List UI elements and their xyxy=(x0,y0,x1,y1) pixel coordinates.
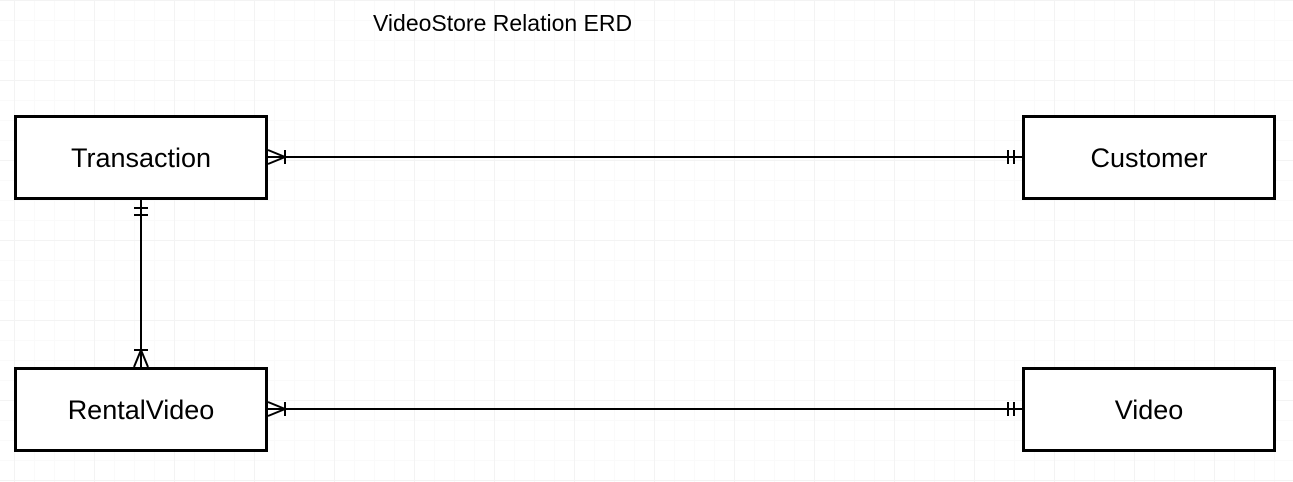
relationship-transaction-customer[interactable] xyxy=(267,149,1022,165)
entity-rentalvideo[interactable]: RentalVideo xyxy=(14,367,268,452)
entity-label: RentalVideo xyxy=(67,394,215,425)
relationship-transaction-rentalvideo[interactable] xyxy=(133,200,149,368)
entity-label: Transaction xyxy=(70,142,212,173)
entity-customer[interactable]: Customer xyxy=(1022,115,1276,200)
diagram-title: VideoStore Relation ERD xyxy=(373,10,633,36)
entity-transaction[interactable]: Transaction xyxy=(14,115,268,200)
entity-label: Customer xyxy=(1090,142,1208,173)
entity-video[interactable]: Video xyxy=(1022,367,1276,452)
entity-label: Video xyxy=(1114,394,1184,425)
relationship-rentalvideo-video[interactable] xyxy=(267,401,1022,417)
